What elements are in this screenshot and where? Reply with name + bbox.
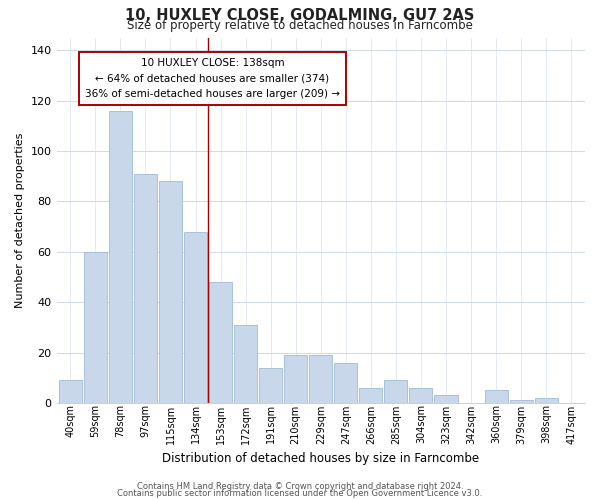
Bar bbox=[509, 400, 533, 403]
Text: Contains HM Land Registry data © Crown copyright and database right 2024.: Contains HM Land Registry data © Crown c… bbox=[137, 482, 463, 491]
Bar bbox=[334, 362, 358, 403]
Bar bbox=[134, 174, 157, 403]
Y-axis label: Number of detached properties: Number of detached properties bbox=[15, 132, 25, 308]
Text: 10, HUXLEY CLOSE, GODALMING, GU7 2AS: 10, HUXLEY CLOSE, GODALMING, GU7 2AS bbox=[125, 8, 475, 22]
Bar bbox=[535, 398, 558, 403]
Bar bbox=[259, 368, 282, 403]
Bar bbox=[359, 388, 382, 403]
Bar bbox=[284, 355, 307, 403]
Bar bbox=[485, 390, 508, 403]
Bar bbox=[159, 181, 182, 403]
Bar bbox=[84, 252, 107, 403]
Bar bbox=[409, 388, 433, 403]
X-axis label: Distribution of detached houses by size in Farncombe: Distribution of detached houses by size … bbox=[162, 452, 479, 465]
Text: Contains public sector information licensed under the Open Government Licence v3: Contains public sector information licen… bbox=[118, 489, 482, 498]
Bar bbox=[109, 110, 132, 403]
Bar bbox=[184, 232, 207, 403]
Bar bbox=[59, 380, 82, 403]
Bar bbox=[309, 355, 332, 403]
Bar bbox=[385, 380, 407, 403]
Bar bbox=[209, 282, 232, 403]
Bar bbox=[434, 396, 458, 403]
Text: 10 HUXLEY CLOSE: 138sqm
← 64% of detached houses are smaller (374)
36% of semi-d: 10 HUXLEY CLOSE: 138sqm ← 64% of detache… bbox=[85, 58, 340, 99]
Bar bbox=[234, 325, 257, 403]
Text: Size of property relative to detached houses in Farncombe: Size of property relative to detached ho… bbox=[127, 19, 473, 32]
